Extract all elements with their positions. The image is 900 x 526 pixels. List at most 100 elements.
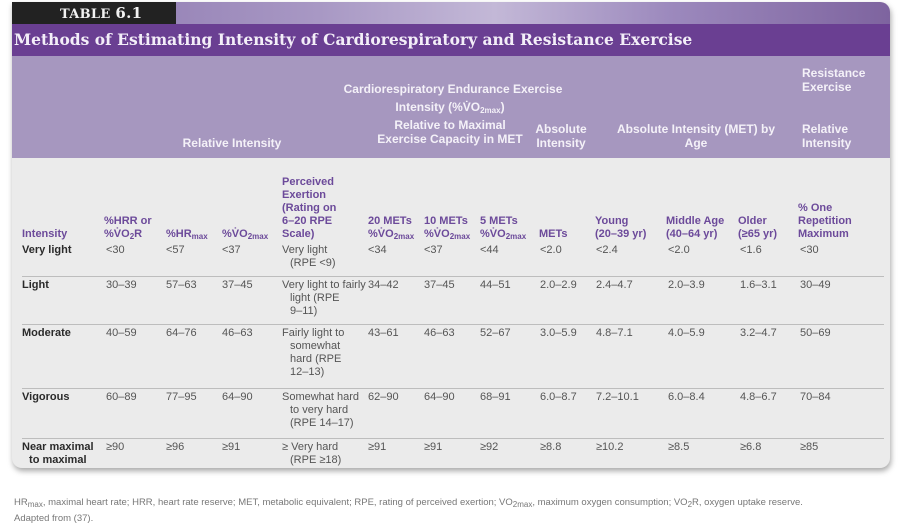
text-fragment: 10 METs — [424, 215, 468, 227]
col-header-10mets: 10 METs %V̇O2max — [424, 215, 470, 243]
text-fragment: 2max — [247, 232, 269, 241]
cell-m10: <37 — [424, 244, 443, 256]
cell-m5: <44 — [480, 244, 499, 256]
res-rel-header-line: Relative — [802, 122, 849, 136]
text-fragment: Repetition — [798, 215, 852, 227]
relative-intensity-header: Relative Intensity — [182, 136, 282, 150]
cell-hrr: ≥90 — [106, 441, 125, 453]
cell-older: <1.6 — [740, 244, 762, 256]
cell-older: 1.6–3.1 — [740, 279, 777, 291]
age-header-line: Age — [684, 136, 708, 150]
cell-hrmax: <57 — [166, 244, 185, 256]
absolute-intensity-header: Absolute Intensity — [530, 122, 592, 150]
absolute-header-line: Absolute — [535, 122, 587, 136]
row-label-line: Light — [22, 279, 49, 291]
cell-m5: 68–91 — [480, 391, 511, 403]
cell-middle: 4.0–5.9 — [668, 327, 705, 339]
cell-m5: ≥92 — [480, 441, 499, 453]
cell-orm: <30 — [800, 244, 819, 256]
cell-older: 3.2–4.7 — [740, 327, 777, 339]
cell-m10: 37–45 — [424, 279, 455, 291]
age-intensity-header: Absolute Intensity (MET) by Age — [598, 122, 794, 150]
cell-rpe-line: 9–11) — [290, 305, 318, 317]
col-header-middle-age: Middle Age (40–64 yr) — [666, 215, 724, 241]
row-label: Very light — [22, 244, 72, 257]
cardio-group-header: Cardiorespiratory Endurance Exercise — [343, 82, 563, 96]
cell-hrr: 40–59 — [106, 327, 137, 339]
col-header-vo2max: %V̇O2max — [222, 228, 268, 243]
text-fragment: 2 — [129, 232, 135, 241]
cell-m20: ≥91 — [368, 441, 387, 453]
resistance-relative-header: Relative Intensity — [802, 122, 882, 150]
vo2-header-line: Relative to Maximal — [394, 118, 506, 132]
cell-rpe-line: ≥ Very hard — [282, 441, 339, 453]
cell-rpe-line: 12–13) — [290, 366, 325, 378]
cell-vo2max: 37–45 — [222, 279, 253, 291]
cell-rpe-line: hard (RPE — [290, 353, 342, 365]
cell-rpe-line: (RPE ≥18) — [290, 454, 342, 466]
table-label: TABLE 6.1 — [12, 2, 176, 24]
cell-mets: 3.0–5.9 — [540, 327, 577, 339]
text-fragment: Intensity (%V̇O — [395, 100, 481, 114]
cell-rpe-line: Fairly light to — [282, 327, 345, 339]
text-fragment: %V̇O — [368, 228, 394, 240]
cell-middle: ≥8.5 — [668, 441, 690, 453]
col-header-20mets: 20 METs %V̇O2max — [368, 215, 414, 243]
text-fragment: max — [27, 500, 43, 509]
cell-orm: 70–84 — [800, 391, 831, 403]
table-title-text: Methods of Estimating Intensity of Cardi… — [14, 30, 693, 49]
row-divider — [22, 276, 884, 277]
text-fragment: %HR — [166, 228, 192, 240]
cell-m5: 52–67 — [480, 327, 511, 339]
cell-vo2max: 64–90 — [222, 391, 253, 403]
cell-orm: ≥85 — [800, 441, 819, 453]
cell-rpe-line: (RPE <9) — [290, 257, 336, 269]
cell-young: <2.4 — [596, 244, 618, 256]
text-fragment: 2max — [449, 232, 471, 241]
row-label-line: Very light — [22, 244, 72, 256]
cell-m20: 43–61 — [368, 327, 399, 339]
cell-hrmax: ≥96 — [166, 441, 185, 453]
text-fragment: %V̇O — [222, 228, 248, 240]
cell-m20: 34–42 — [368, 279, 399, 291]
cell-rpe-line: Somewhat hard — [282, 391, 360, 403]
text-fragment: %HRR or — [104, 215, 152, 227]
text-fragment: %V̇O — [480, 228, 506, 240]
cell-rpe-line: to very hard — [290, 404, 349, 416]
text-fragment: , maximal heart rate; HRR, heart rate re… — [42, 497, 513, 508]
cell-rpe-line: Very light — [282, 244, 328, 256]
vo2-relative-header: Intensity (%V̇O2max) Relative to Maximal… — [370, 100, 530, 146]
cell-mets: 2.0–2.9 — [540, 279, 577, 291]
cell-middle: 6.0–8.4 — [668, 391, 705, 403]
col-header-hrr: %HRR or %V̇O2R — [104, 215, 152, 243]
text-fragment: 20 METs — [368, 215, 412, 227]
vo2-header-line: Intensity (%V̇O2max) — [370, 100, 530, 118]
row-label-line: to maximal — [29, 454, 87, 466]
vo2-header-line: Exercise Capacity in MET — [377, 132, 523, 146]
text-fragment: , maximum oxygen consumption; VO — [532, 497, 688, 508]
cell-middle: 2.0–3.9 — [668, 279, 705, 291]
row-label-line: Vigorous — [22, 391, 70, 403]
absolute-header-line: Intensity — [536, 136, 586, 150]
cell-orm: 50–69 — [800, 327, 831, 339]
text-fragment: Young — [595, 215, 629, 227]
cell-m10: 46–63 — [424, 327, 455, 339]
cell-orm: 30–49 — [800, 279, 831, 291]
resistance-group-header: Resistance Exercise — [802, 66, 882, 94]
decorative-banner — [12, 2, 890, 24]
cell-older: ≥6.8 — [740, 441, 762, 453]
text-fragment: 5 METs — [480, 215, 518, 227]
cell-young: 2.4–4.7 — [596, 279, 633, 291]
cell-m20: <34 — [368, 244, 387, 256]
text-fragment: 2 — [687, 500, 693, 509]
cell-rpe-line: somewhat — [290, 340, 341, 352]
text-fragment: Older — [738, 215, 767, 227]
text-fragment: 2max — [393, 232, 415, 241]
text-fragment: Middle Age — [666, 215, 725, 227]
cell-m20: 62–90 — [368, 391, 399, 403]
text-fragment: 2max — [512, 500, 533, 509]
cell-m5: 44–51 — [480, 279, 511, 291]
text-fragment: Exertion — [282, 189, 327, 201]
cell-vo2max: <37 — [222, 244, 241, 256]
col-header-5mets: 5 METs %V̇O2max — [480, 215, 526, 243]
